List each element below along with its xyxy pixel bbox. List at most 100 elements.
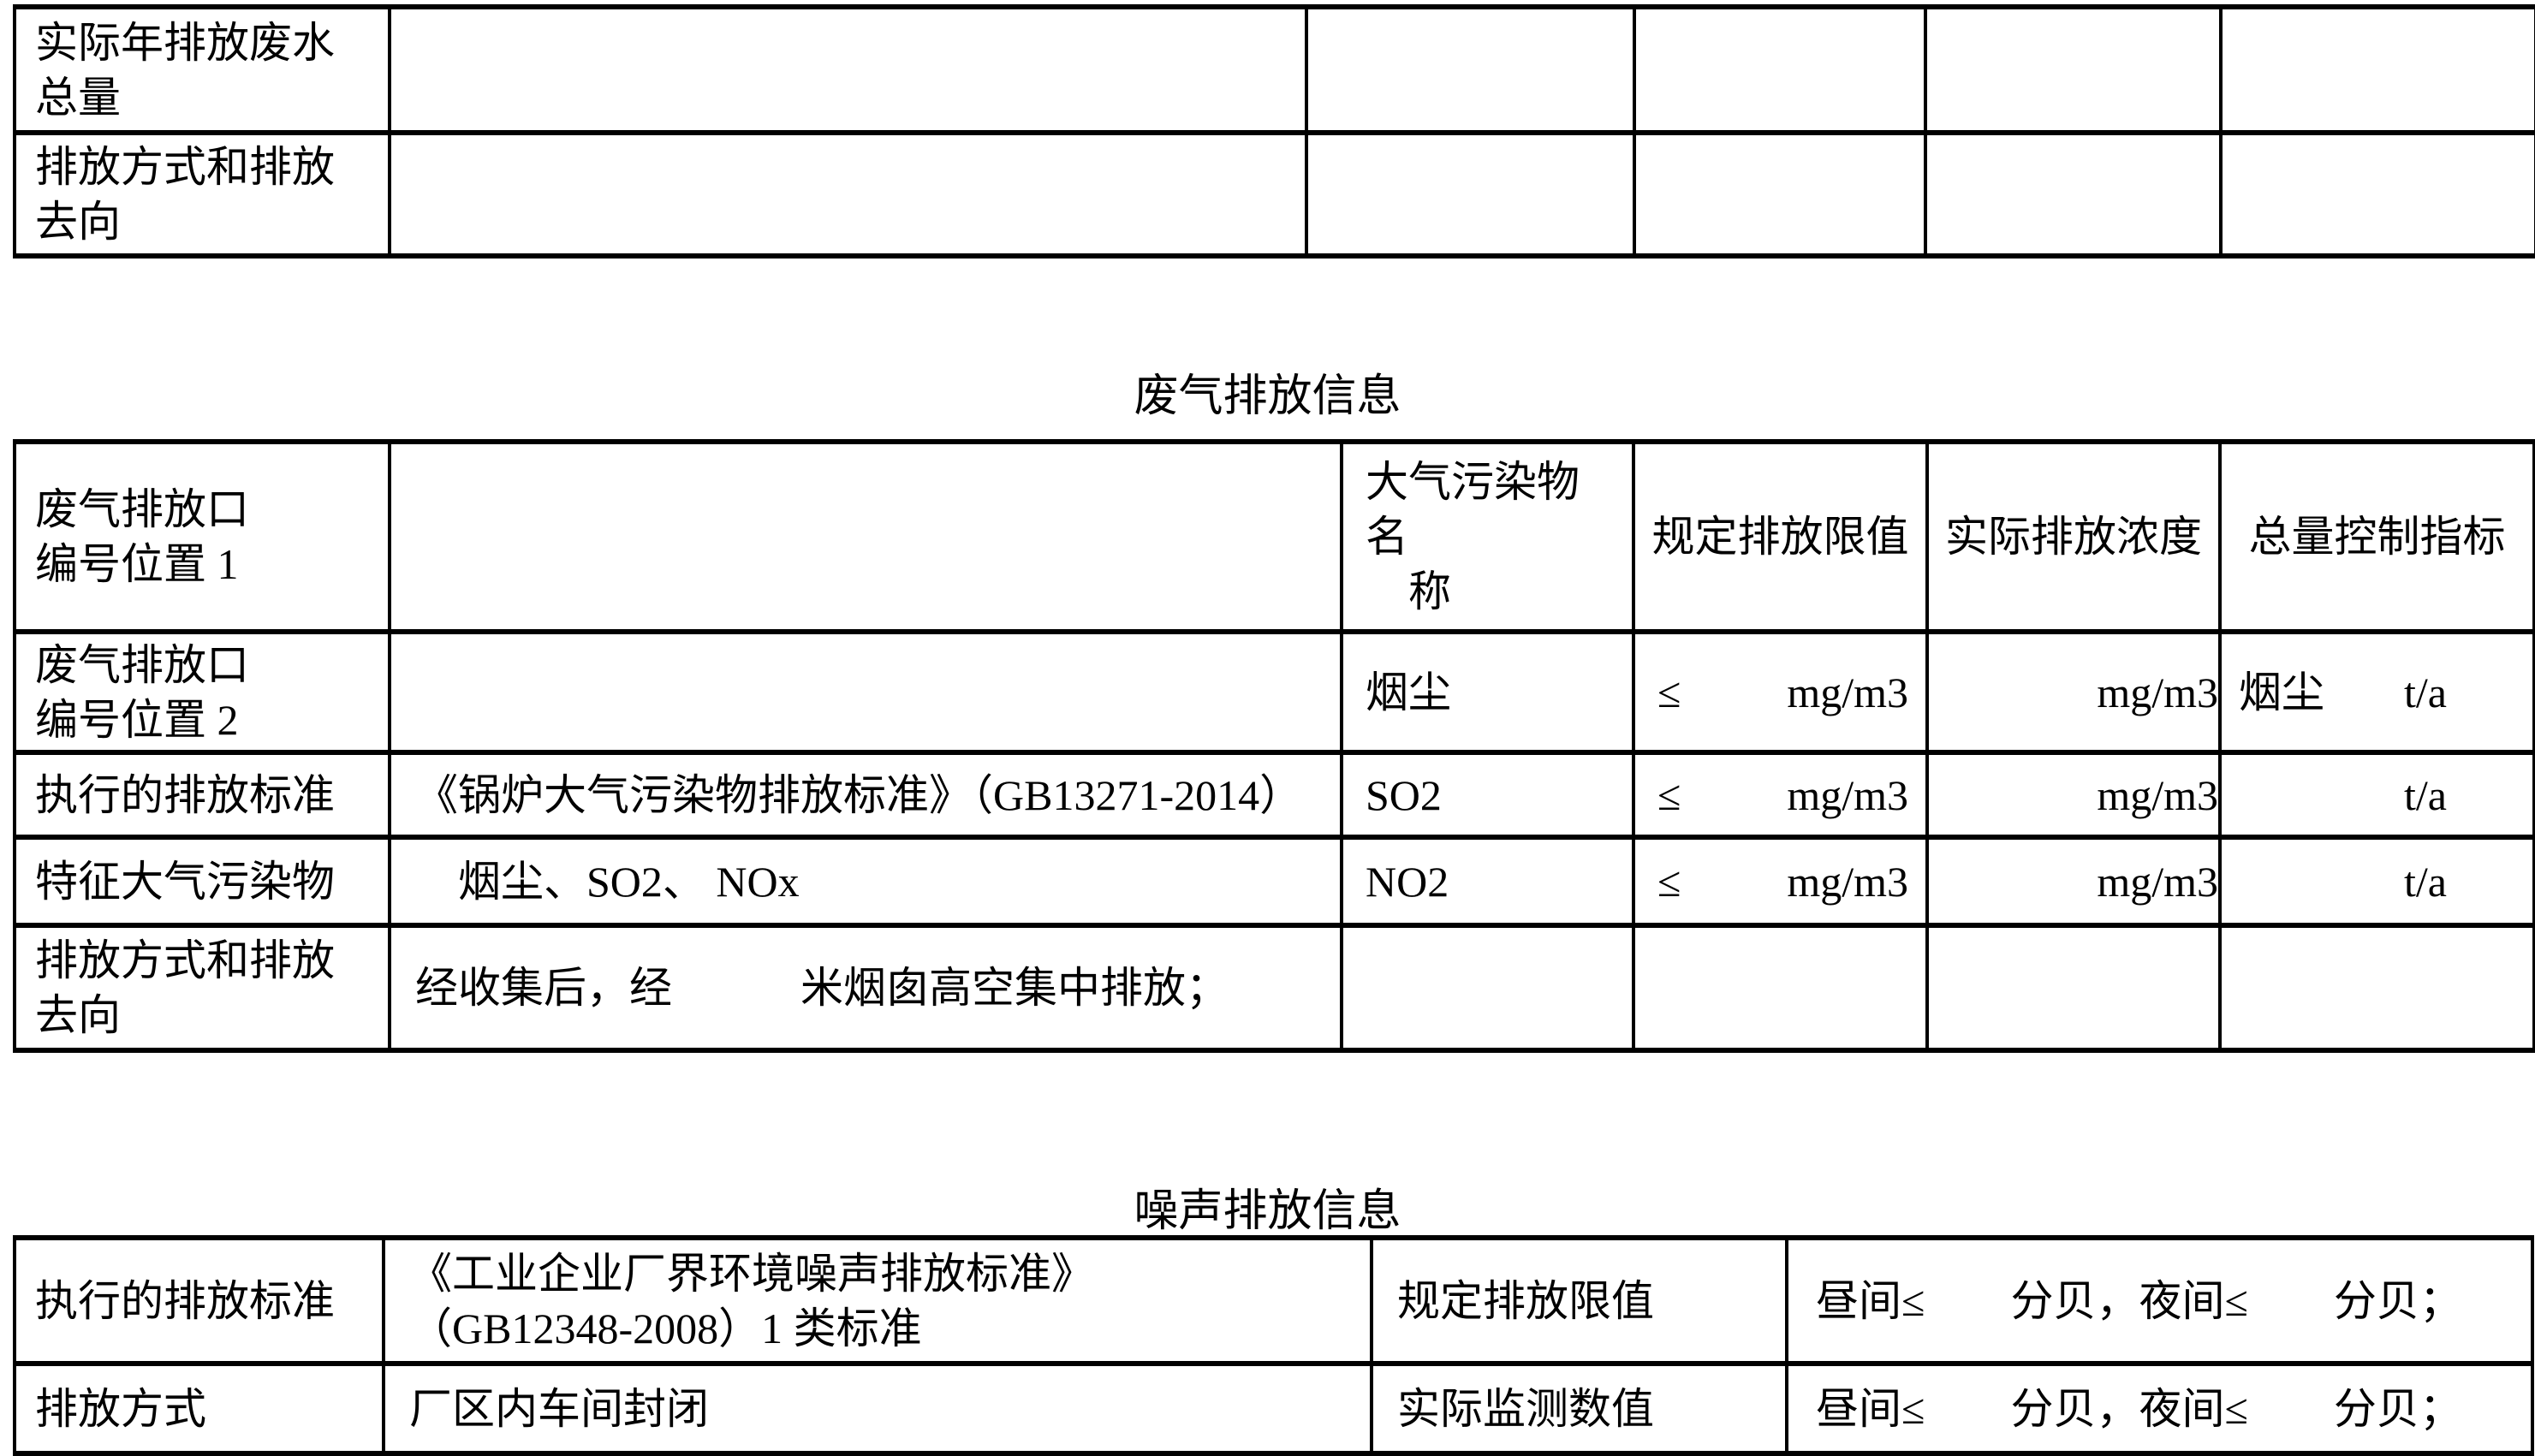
cell-limit: ≤ mg/m3	[1632, 629, 1929, 755]
actual-unit: mg/m3	[2097, 668, 2218, 716]
gas-emissions-table: 废气排放口 编号位置 1 大气污染物 名 称 规定排放限值 实际排放浓度 总量控…	[13, 439, 2535, 1053]
row-label: 废气排放口 编号位置 1	[35, 485, 249, 588]
cell-limit: ≤ mg/m3	[1632, 835, 1929, 928]
limit-symbol: ≤	[1657, 770, 1681, 819]
cell-row-label: 特征大气污染物	[13, 835, 391, 928]
limit-unit: mg/m3	[1787, 668, 1908, 716]
cell-pollutant	[1340, 923, 1635, 1053]
cell-metric-value: 昼间≤ 分贝，夜间≤ 分贝；	[1785, 1235, 2534, 1366]
cell-row-label: 排放方式和排放 去向	[13, 923, 391, 1053]
metric-value: 昼间≤ 分贝，夜间≤ 分贝；	[1816, 1384, 2462, 1433]
table-row: 排放方式 厂区内车间封闭 实际监测数值 昼间≤ 分贝，夜间≤ 分贝；	[13, 1361, 2534, 1456]
row-label: 排放方式和排放 去向	[35, 936, 335, 1039]
noise-section-title: 噪声排放信息	[1134, 1187, 1401, 1236]
empty-cell	[1633, 130, 1927, 259]
empty-cell	[2219, 4, 2535, 135]
cell-total	[2218, 923, 2535, 1053]
cell-actual: mg/m3	[1925, 750, 2222, 840]
empty-cell	[1924, 4, 2223, 135]
cell-row-label: 废气排放口 编号位置 2	[13, 629, 391, 755]
metric-value: 昼间≤ 分贝，夜间≤ 分贝；	[1816, 1276, 2462, 1325]
cell-total: 烟尘 t/a	[2218, 629, 2535, 755]
cell-limit: ≤ mg/m3	[1632, 750, 1929, 840]
table-row: 排放方式和排放 去向 经收集后，经 米烟囱高空集中排放；	[13, 923, 2535, 1053]
row-label: 排放方式和排放 去向	[35, 143, 335, 246]
row-label: 废气排放口 编号位置 2	[35, 640, 249, 744]
column-header: 大气污染物 名 称	[1366, 458, 1580, 615]
cell-row-label: 执行的排放标准	[13, 750, 391, 840]
cell-row-value: 经收集后，经 米烟囱高空集中排放；	[388, 923, 1343, 1053]
cell-limit	[1632, 923, 1929, 1053]
gas-section-title: 废气排放信息	[1134, 372, 1401, 421]
cell-pollutant: NO2	[1340, 835, 1635, 928]
total-unit: t/a	[2404, 668, 2447, 716]
row-label: 执行的排放标准	[35, 1276, 335, 1325]
metric-label: 规定排放限值	[1397, 1276, 1654, 1325]
row-value: 厂区内车间封闭	[409, 1384, 709, 1433]
total-pollutant: 烟尘	[2239, 668, 2324, 716]
cell-actual: mg/m3	[1925, 835, 2222, 928]
row-label: 实际年排放废水 总量	[35, 18, 335, 122]
cell-pollutant: SO2	[1340, 750, 1635, 840]
row-label: 特征大气污染物	[35, 857, 335, 906]
cell-outlet-label: 废气排放口 编号位置 1	[13, 439, 391, 634]
empty-cell	[1305, 130, 1636, 259]
wastewater-table: 实际年排放废水 总量 排放方式和排放 去向	[13, 4, 2535, 259]
metric-label: 实际监测数值	[1397, 1384, 1654, 1433]
cell-row-value: 《锅炉大气污染物排放标准》（GB13271-2014）	[388, 750, 1343, 840]
cell-pollutant-header: 大气污染物 名 称	[1340, 439, 1635, 634]
limit-unit: mg/m3	[1787, 857, 1908, 906]
column-header: 总量控制指标	[2248, 513, 2506, 561]
row-value: 《工业企业厂界环境噪声排放标准》 （GB12348-2008）1 类标准	[409, 1249, 1094, 1352]
table-row: 排放方式和排放 去向	[13, 130, 2535, 259]
empty-cell	[1633, 4, 1927, 135]
cell-total-header: 总量控制指标	[2218, 439, 2535, 634]
cell-row-value: 厂区内车间封闭	[382, 1361, 1373, 1456]
limit-symbol: ≤	[1657, 668, 1681, 716]
cell-total: t/a	[2218, 835, 2535, 928]
empty-cell	[1924, 130, 2223, 259]
empty-cell	[2219, 130, 2535, 259]
pollutant-name: NO2	[1366, 857, 1449, 906]
table-row: 执行的排放标准 《工业企业厂界环境噪声排放标准》 （GB12348-2008）1…	[13, 1235, 2534, 1366]
table-row: 执行的排放标准 《锅炉大气污染物排放标准》（GB13271-2014） SO2 …	[13, 750, 2535, 840]
table-row: 废气排放口 编号位置 2 烟尘 ≤ mg/m3 mg/m3 烟尘 t/a	[13, 629, 2535, 755]
pollutant-name: 烟尘	[1366, 668, 1451, 716]
empty-cell	[388, 439, 1343, 634]
empty-cell	[388, 130, 1308, 259]
cell-row-label: 排放方式和排放 去向	[13, 130, 391, 259]
cell-row-label: 排放方式	[13, 1361, 385, 1456]
total-unit: t/a	[2404, 770, 2447, 819]
table-row: 特征大气污染物 烟尘、SO2、 NOx NO2 ≤ mg/m3 mg/m3 t/a	[13, 835, 2535, 928]
cell-row-value	[388, 629, 1343, 755]
cell-actual: mg/m3	[1925, 629, 2222, 755]
total-unit: t/a	[2404, 857, 2447, 906]
column-header: 实际排放浓度	[1945, 513, 2202, 561]
cell-metric-label: 规定排放限值	[1370, 1235, 1788, 1366]
cell-row-value: 《工业企业厂界环境噪声排放标准》 （GB12348-2008）1 类标准	[382, 1235, 1373, 1366]
actual-unit: mg/m3	[2097, 770, 2218, 819]
limit-unit: mg/m3	[1787, 770, 1908, 819]
cell-metric-value: 昼间≤ 分贝，夜间≤ 分贝；	[1785, 1361, 2534, 1456]
row-value: 经收集后，经 米烟囱高空集中排放；	[415, 964, 1229, 1012]
cell-row-value: 烟尘、SO2、 NOx	[388, 835, 1343, 928]
cell-actual-header: 实际排放浓度	[1925, 439, 2222, 634]
cell-pollutant: 烟尘	[1340, 629, 1635, 755]
empty-cell	[1305, 4, 1636, 135]
row-value: 烟尘、SO2、 NOx	[415, 857, 800, 906]
cell-limit-header: 规定排放限值	[1632, 439, 1929, 634]
column-header: 规定排放限值	[1651, 513, 1909, 561]
table-row: 实际年排放废水 总量	[13, 4, 2535, 135]
row-label: 排放方式	[35, 1384, 206, 1433]
cell-row-label: 实际年排放废水 总量	[13, 4, 391, 135]
cell-actual	[1925, 923, 2222, 1053]
empty-cell	[388, 4, 1308, 135]
cell-row-label: 执行的排放标准	[13, 1235, 385, 1366]
cell-metric-label: 实际监测数值	[1370, 1361, 1788, 1456]
actual-unit: mg/m3	[2097, 857, 2218, 906]
cell-total: t/a	[2218, 750, 2535, 840]
table-header-row: 废气排放口 编号位置 1 大气污染物 名 称 规定排放限值 实际排放浓度 总量控…	[13, 439, 2535, 634]
limit-symbol: ≤	[1657, 857, 1681, 906]
row-label: 执行的排放标准	[35, 770, 335, 819]
